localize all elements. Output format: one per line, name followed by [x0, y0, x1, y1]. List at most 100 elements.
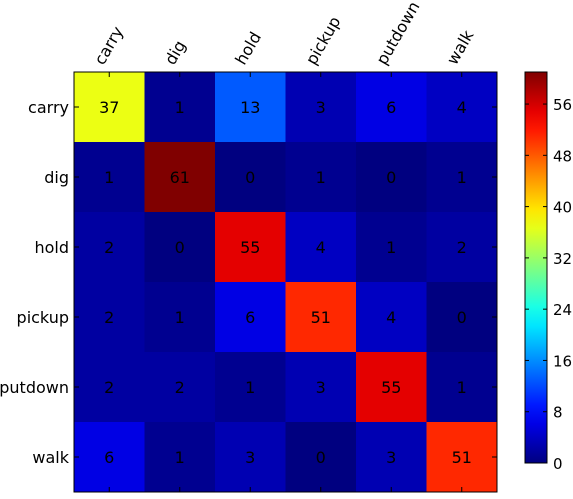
cell-value-label: 2	[104, 238, 114, 257]
cell-value-label: 1	[104, 168, 114, 187]
cell-value-label: 0	[316, 448, 326, 467]
cell-value-label: 1	[175, 448, 185, 467]
heatmap-cell-walk-carry	[74, 422, 145, 493]
heatmap-cell-pickup-dig	[144, 282, 216, 353]
colorbar: 0 8 16 24 32 40 48 56	[524, 71, 572, 473]
heatmap-cell-putdown-pickup	[285, 352, 357, 423]
cell-value-label: 2	[104, 378, 114, 397]
cell-value-label: 0	[175, 238, 185, 257]
y-tick-label-hold: hold	[34, 238, 69, 257]
x-tick-label-dig: dig	[161, 37, 190, 68]
cell-value-label: 1	[245, 378, 255, 397]
heatmap-cell-dig-hold	[215, 142, 286, 213]
cell-value-label: 61	[170, 168, 190, 187]
cell-value-label: 3	[386, 448, 396, 467]
heatmap-cell-putdown-hold	[215, 352, 286, 423]
y-tick-label-walk: walk	[32, 448, 69, 467]
heatmap-cell-pickup-putdown	[356, 282, 427, 353]
heatmap-cell-hold-walk	[426, 212, 498, 283]
cell-value-label: 13	[240, 98, 260, 117]
heatmap-cell-putdown-carry	[74, 352, 145, 423]
cell-value-label: 2	[457, 238, 467, 257]
heatmap-cell-putdown-walk	[426, 352, 498, 423]
x-tick-label-putdown: putdown	[372, 0, 423, 68]
cell-value-label: 51	[452, 448, 472, 467]
heatmap-cell-carry-walk	[426, 72, 498, 143]
heatmap-cell-putdown-putdown	[356, 352, 427, 423]
heatmap-cell-dig-dig	[144, 142, 216, 213]
plot-frame	[73, 71, 498, 493]
colorbar-tick-label: 48	[553, 147, 572, 165]
heatmap-cell-carry-dig	[144, 72, 216, 143]
cell-value-label: 1	[386, 238, 396, 257]
heatmap-cell-dig-putdown	[356, 142, 427, 213]
colorbar-tick-label: 56	[553, 96, 572, 114]
y-tick-label-pickup: pickup	[17, 308, 69, 327]
x-axis-tick-labels: carry dig hold pickup putdown walk	[90, 0, 478, 68]
heatmap-cell-walk-putdown	[356, 422, 427, 493]
y-tick-label-carry: carry	[28, 98, 69, 117]
cell-value-label: 55	[240, 238, 260, 257]
cell-value-label: 4	[386, 308, 396, 327]
heatmap-cell-dig-carry	[74, 142, 145, 213]
heatmap-cell-walk-pickup	[285, 422, 357, 493]
cell-value-label: 1	[316, 168, 326, 187]
cell-value-label: 0	[386, 168, 396, 187]
colorbar-tick-label: 24	[553, 301, 572, 319]
cell-value-label: 2	[104, 308, 114, 327]
cell-value-label: 1	[175, 98, 185, 117]
y-axis-tick-labels: carry dig hold pickup putdown walk	[0, 98, 70, 467]
y-tick-label-dig: dig	[44, 168, 69, 187]
heatmap-cell-hold-hold	[215, 212, 286, 283]
colorbar-tick-label: 8	[553, 404, 563, 422]
x-tick-label-pickup: pickup	[302, 13, 345, 68]
colorbar-tick-label: 0	[553, 455, 563, 473]
heatmap-cell-pickup-hold	[215, 282, 286, 353]
x-tick-label-hold: hold	[231, 29, 265, 68]
heatmap-cell-pickup-walk	[426, 282, 498, 353]
colorbar-gradient	[524, 71, 548, 464]
cell-value-label: 6	[245, 308, 255, 327]
cell-value-label: 1	[457, 378, 467, 397]
cell-value-label: 3	[316, 98, 326, 117]
cell-value-label: 55	[381, 378, 401, 397]
heatmap-cell-hold-pickup	[285, 212, 357, 283]
cell-value-label: 4	[316, 238, 326, 257]
heatmap-cell-walk-walk	[426, 422, 498, 493]
heatmap-cell-walk-hold	[215, 422, 286, 493]
cell-value-label: 51	[311, 308, 331, 327]
x-tick-label-carry: carry	[90, 23, 127, 68]
heatmap-cell-carry-hold	[215, 72, 286, 143]
heatmap-cell-carry-putdown	[356, 72, 427, 143]
heatmap-cell-walk-dig	[144, 422, 216, 493]
colorbar-tick-label: 16	[553, 352, 572, 370]
heatmap-cell-dig-pickup	[285, 142, 357, 213]
heatmap-cell-putdown-dig	[144, 352, 216, 423]
cell-value-label: 6	[386, 98, 396, 117]
heatmap-cell-pickup-carry	[74, 282, 145, 353]
heatmap-cells	[74, 72, 498, 493]
heatmap-cell-labels: 37 1 13 3 6 41 61 0 1 0 12 0 55 4 1 22 1 6 51 4 02 2 1 3 55 16 1 3 0…	[99, 98, 472, 467]
axis-ticks	[74, 72, 497, 492]
cell-value-label: 3	[245, 448, 255, 467]
colorbar-tick-label: 40	[553, 199, 572, 217]
cell-value-label: 4	[457, 98, 467, 117]
heatmap-cell-carry-pickup	[285, 72, 357, 143]
heatmap-cell-hold-carry	[74, 212, 145, 283]
cell-value-label: 1	[175, 308, 185, 327]
heatmap-cell-hold-dig	[144, 212, 216, 283]
heatmap-cell-pickup-pickup	[285, 282, 357, 353]
y-tick-label-putdown: putdown	[0, 378, 69, 397]
cell-value-label: 2	[175, 378, 185, 397]
cell-value-label: 0	[457, 308, 467, 327]
heatmap-cell-dig-walk	[426, 142, 498, 213]
cell-value-label: 3	[316, 378, 326, 397]
colorbar-tick-label: 32	[553, 250, 572, 268]
cell-value-label: 6	[104, 448, 114, 467]
heatmap-cell-carry-carry	[74, 72, 145, 143]
cell-value-label: 0	[245, 168, 255, 187]
heatmap-cell-hold-putdown	[356, 212, 427, 283]
cell-value-label: 1	[457, 168, 467, 187]
x-tick-label-walk: walk	[443, 26, 478, 68]
